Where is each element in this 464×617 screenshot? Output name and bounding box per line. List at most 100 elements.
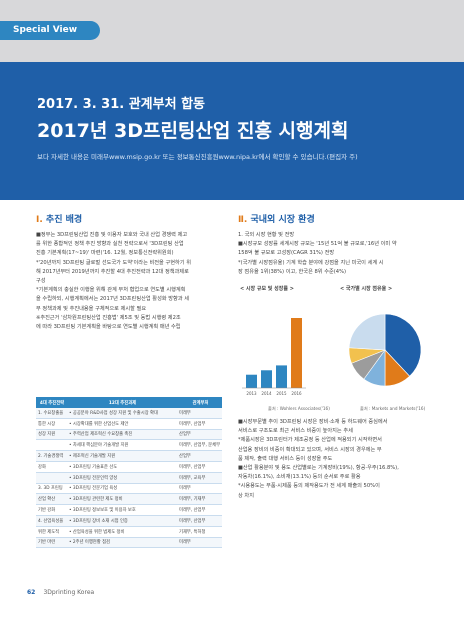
- chart1-title: < 시장 규모 및 성장률 >: [240, 286, 294, 292]
- heading-text: 국내외 시장 환경: [250, 215, 315, 225]
- text-line: *시용용도는 부품·시제품 등의 제작용도가 전 세계 매출의 50%이: [238, 483, 380, 490]
- table-cell: 기반 마련: [38, 540, 56, 546]
- table-cell: 미래부: [179, 540, 191, 546]
- table-cell: 미래부, 기재부: [179, 497, 206, 503]
- table-header: 4대 추진전략 12대 추진과제 관계부처: [36, 397, 222, 408]
- table-header-cell: 12대 추진과제: [108, 400, 137, 406]
- hero-subtitle: 보다 자세한 내용은 미래부www.msip.go.kr 또는 정보통신진흥원w…: [37, 153, 358, 161]
- table-cell: • 제조혁신 기술개발 지원: [69, 454, 116, 460]
- text-line: ■시장부문별 추이 3D프린팅 시장은 장비·소재 등 하드웨어 중심에서: [238, 419, 388, 425]
- table-row: 2. 기술경쟁력 • 제조혁신 기술개발 지원 산업부: [36, 451, 222, 462]
- bar-tick-label: 2014: [261, 391, 272, 396]
- table-body: 1. 수요창출을 • 공공분야 R&D사업 성장 지원 및 수출시장 확대 미래부 통…: [36, 408, 222, 549]
- table-cell: • 산업육성을 위한 법제도 정비: [69, 529, 125, 535]
- table-cell: 미래부: [179, 486, 191, 492]
- table-row: 성장 지원 • 주력산업 제조혁신 수요창출 촉진 산업부: [36, 429, 222, 441]
- table-cell: 미래부, 산업부: [179, 464, 206, 470]
- hero-banner: [0, 62, 464, 200]
- text-line: 품 제작, 출력 대행 서비스 등이 성장을 주도: [238, 455, 333, 462]
- table-cell: 1. 수요창출을: [38, 410, 64, 416]
- table-row: • 3D프린팅 전문인력 양성 미래부, 교육부: [36, 472, 222, 484]
- table-row: 1. 수요창출을 • 공공분야 R&D사업 성장 지원 및 수출시장 확대 미래부: [36, 408, 222, 419]
- table-cell: • 3D프린팅 관련한 제도 정비: [69, 497, 123, 503]
- section-tag: Special View: [0, 21, 100, 40]
- table-cell: 2. 기술경쟁력: [38, 454, 64, 460]
- table-cell: 미래부, 산업부: [179, 421, 206, 427]
- table-cell: 미래부, 교육부: [179, 475, 206, 481]
- text-line: ■시장규모 성장률 세계시장 규모는 '15년 51억 불 규모로,'16년 이…: [238, 241, 397, 248]
- table-row: 강화 • 3D프린팅 기술표준 선도 미래부, 산업부: [36, 462, 222, 473]
- table-row: 4. 산업육성을 • 3D프린팅 장비 소재 시험 인증 미래부, 산업부: [36, 515, 222, 527]
- table-cell: 산업 확산: [38, 497, 56, 503]
- section-heading-left: Ⅰ. 추진 배경: [36, 212, 82, 225]
- bar-tick-label: 2015: [276, 391, 287, 396]
- table-cell: • 차세대 핵심분야 기술개발 지원: [69, 443, 129, 449]
- table-row: 위한 제도적 • 산업육성을 위한 법제도 정비 기재부, 특허청: [36, 527, 222, 538]
- text-line: 해 2017년부터 2019년까지 추진할 4대 추진전략과 12대 정책과제로: [36, 268, 189, 275]
- text-line: 자동차(16.1%), 소비재(13.1%) 등의 순서로 주로 활용: [238, 474, 361, 481]
- text-line: *제품시장은 3D프린터가 제조공정 등 산업에 적용되기 시작하면서: [238, 437, 382, 444]
- table-cell: 4. 산업육성을: [38, 518, 64, 524]
- hero-date: 2017. 3. 31. 관계부처 합동: [37, 97, 205, 112]
- text-line: 을 수립하되, 시행계획에서는 2017년 3D프린팅산업 활성화 방향과 세: [36, 296, 190, 303]
- table-cell: 강화: [38, 464, 46, 470]
- table-cell: 통한 시장: [38, 421, 56, 427]
- text-line: 1. 국외 시장 현황 및 전망: [238, 232, 295, 238]
- table-cell: 위한 제도적: [38, 529, 60, 535]
- table-row: 통한 시장 • 시장확대를 위한 산업선도 제안 미래부, 산업부: [36, 419, 222, 430]
- magazine-name: 3Dprinting Korea: [43, 589, 95, 596]
- table-cell: 산업부: [179, 432, 191, 438]
- table-row: 산업 확산 • 3D프린팅 관련한 제도 정비 미래부, 기재부: [36, 494, 222, 506]
- text-line: 상 차지: [238, 492, 254, 499]
- pie-slice: [384, 313, 422, 377]
- bar-2015: [276, 365, 287, 388]
- bar-2016: [291, 318, 302, 388]
- table-cell: • 2주년 이행현황 점검: [69, 540, 110, 546]
- table-header-cell: 4대 추진전략: [39, 400, 65, 406]
- share-pie-chart: [348, 313, 422, 387]
- chart2-title: < 국가별 시장 점유율 >: [340, 286, 393, 292]
- table-cell: 산업부: [179, 454, 191, 460]
- table-cell: • 3D프린팅 전문기업 육성: [69, 486, 118, 492]
- text-line: 를 위한 종합적인 정책 추진 방향과 실천 전략으로서 '3D프린팅 산업: [36, 241, 184, 248]
- table-cell: 기반 강화: [38, 508, 56, 514]
- table-cell: 기재부, 특허청: [179, 529, 206, 535]
- text-line: 산업용 장비의 비중이 확대되고 있으며, 서비스 시장의 경우에는 부: [238, 446, 382, 453]
- bar-2013: [246, 374, 257, 388]
- bar-2014: [261, 370, 272, 388]
- text-line: *기본계획의 충실한 이행을 위해 관계 부처 협업으로 연도별 시행계획: [36, 287, 186, 294]
- table-cell: 3. 3D 프린팅: [38, 486, 63, 492]
- text-line: ■정부는 3D프린팅산업 진흥 및 이용자 보호와 국내 산업 경쟁력 제고: [36, 232, 188, 238]
- text-line: ※추진근거 '삼차원프린팅산업 진흥법' 제5조 및 동법 시행령 제2조: [36, 314, 181, 321]
- table-cell: • 주력산업 제조혁신 수요창출 촉진: [69, 432, 133, 438]
- table-cell: 미래부, 산업부: [179, 508, 206, 514]
- table-row: 기반 마련 • 2주년 이행현황 점검 미래부: [36, 537, 222, 549]
- table-row: 3. 3D 프린팅 • 3D프린팅 전문기업 육성 미래부: [36, 484, 222, 495]
- strategy-table: 4대 추진전략 12대 추진과제 관계부처 1. 수요창출을 • 공공분야 R&D…: [36, 397, 222, 549]
- source2: 출처 : Markets and Markets('16): [360, 406, 426, 411]
- table-cell: • 3D프린팅 기술표준 선도: [69, 464, 118, 470]
- table-cell: • 공공분야 R&D사업 성장 지원 및 수출시장 확대: [69, 410, 158, 416]
- text-line: 진흥 기본계획(17~19)' 마련('16. 12월, 정보통신전략위원회): [36, 250, 174, 257]
- text-line: 부 정책과제 및 추진내용을 구체적으로 제시할 필요: [36, 305, 147, 312]
- text-line: 서비스로 구조도로 최근 서비스 비중이 높아지는 추세: [238, 428, 353, 435]
- text-line: ■산업 활용분야 및 용도 산업별로는 기계장비(19%), 항공·우주(16.…: [238, 465, 399, 472]
- pie-slice: [348, 313, 386, 351]
- table-cell: 성장 지원: [38, 432, 56, 438]
- section-heading-right: Ⅱ. 국내외 시장 환경: [238, 212, 315, 225]
- text-line: 158억 불 규모로 고성장(CAGR 31%) 전망: [238, 250, 335, 257]
- right-intro: 1. 국외 시장 현황 및 전망 ■시장규모 성장률 세계시장 규모는 '15년 …: [238, 231, 438, 277]
- table-row: 기반 강화 • 3D프린팅 정보보호 및 이용자 보호 미래부, 산업부: [36, 505, 222, 516]
- source1: 출처 : Wohlers Associates('16): [268, 406, 330, 411]
- market-bar-chart: 2013 2014 2015 2016: [242, 318, 306, 396]
- heading-text: 추진 배경: [45, 215, 83, 225]
- page-number: 62: [27, 589, 36, 596]
- table-row: • 차세대 핵심분야 기술개발 지원 미래부, 산업부, 문체부: [36, 440, 222, 452]
- heading-number: Ⅰ.: [36, 215, 43, 225]
- text-line: *(국가별 시장점유율) 기계 학습 분야에 강점을 지닌 미국이 세계 시: [238, 259, 384, 266]
- table-cell: 미래부: [179, 410, 191, 416]
- table-cell: • 3D프린팅 정보보호 및 이용자 보호: [69, 508, 136, 514]
- text-line: *'20년까지 3D프린팅 글로벌 선도국가 도약'이라는 비전을 구현하기 위: [36, 259, 191, 266]
- table-cell: 미래부, 산업부, 문체부: [179, 443, 221, 449]
